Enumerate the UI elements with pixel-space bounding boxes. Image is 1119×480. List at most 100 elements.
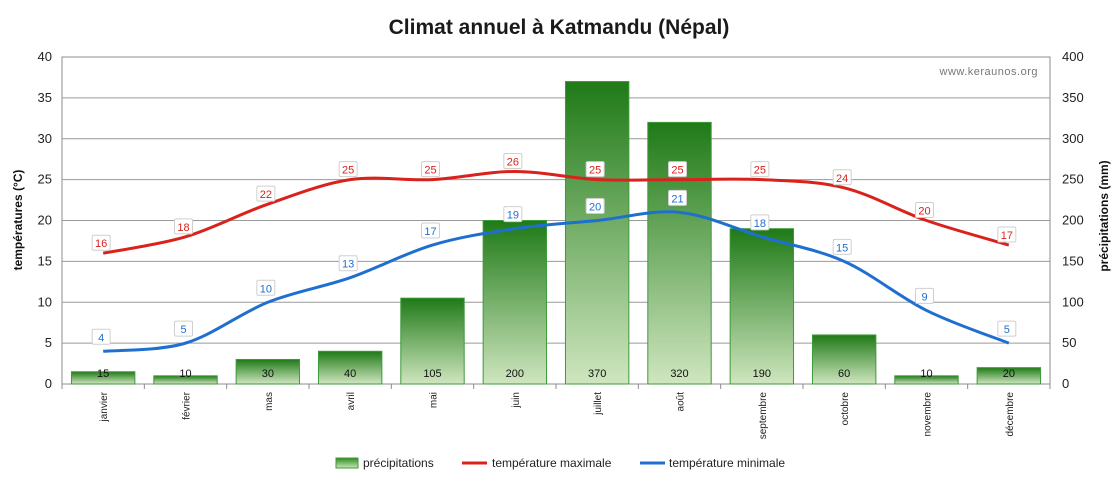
min-temperature-line <box>103 210 1010 353</box>
max-temp-label-text: 26 <box>507 156 519 168</box>
max-temp-label-text: 17 <box>1001 230 1013 242</box>
right-tick-label: 50 <box>1062 335 1076 350</box>
month-label: novembre <box>923 392 934 437</box>
min-temp-label: 9 <box>915 287 934 304</box>
left-tick-label: 5 <box>45 335 52 350</box>
min-temp-label: 10 <box>256 279 276 296</box>
min-temp-label-box <box>91 328 111 345</box>
min-temp-label-box <box>832 238 852 255</box>
legend-precipitation-label: précipitations <box>363 456 434 470</box>
max-temp-label-text: 25 <box>589 165 601 177</box>
precipitation-value-label: 105 <box>423 368 441 380</box>
month-label: juin <box>511 392 522 409</box>
min-temp-label-text: 9 <box>921 291 927 303</box>
max-temp-label: 17 <box>997 226 1017 243</box>
gridlines <box>62 97 1050 344</box>
legend-max-label: température maximale <box>492 456 612 470</box>
month-label: mai <box>429 392 440 408</box>
min-temp-label: 13 <box>338 255 358 272</box>
max-temp-label: 25 <box>585 161 605 178</box>
month-labels: janvier février mas avril mai juin juillet août… <box>61 384 1051 439</box>
min-temp-label: 4 <box>91 328 111 345</box>
legend: précipitations température maximale tempér… <box>335 456 785 470</box>
min-temp-label-text: 13 <box>342 259 354 271</box>
chart-title: Climat annuel à Katmandu (Népal) <box>389 16 730 39</box>
min-temp-label-text: 19 <box>507 210 519 222</box>
month-label: août <box>676 392 687 412</box>
right-tick-label: 200 <box>1062 213 1084 228</box>
max-temp-label-box <box>832 169 852 186</box>
max-temp-label-box <box>668 161 687 178</box>
right-tick-label: 300 <box>1062 131 1084 146</box>
max-temp-label: 25 <box>338 161 358 178</box>
left-tick-label: 10 <box>38 294 52 309</box>
max-temp-label-text: 18 <box>177 222 189 234</box>
month-label: décembre <box>1005 392 1016 437</box>
min-temp-label-text: 15 <box>836 242 848 254</box>
min-temp-label-text: 4 <box>98 332 104 344</box>
precipitation-bar <box>235 358 301 385</box>
max-temp-label: 25 <box>668 161 687 178</box>
precipitation-value-label: 320 <box>670 368 688 380</box>
precipitation-value-label: 15 <box>97 368 109 380</box>
right-tick-label: 250 <box>1062 172 1084 187</box>
max-temp-label-box <box>503 152 523 169</box>
max-temp-label-text: 25 <box>342 165 354 177</box>
left-tick-label: 0 <box>45 376 52 391</box>
precipitation-bar-labels: 15 10 30 40 105 200 370 320 190 60 10 20 <box>97 368 1015 380</box>
min-temp-label-box <box>668 189 687 206</box>
precipitation-bar <box>729 228 795 385</box>
left-tick-label: 30 <box>38 131 52 146</box>
precipitation-bar <box>564 81 630 385</box>
max-temp-label-box <box>421 161 440 178</box>
max-temp-label: 25 <box>750 161 770 178</box>
min-temp-label-box <box>585 198 605 214</box>
precipitation-value-label: 40 <box>344 368 356 380</box>
min-temp-label-box <box>174 320 193 337</box>
max-temp-label-box <box>256 185 276 202</box>
right-tick-label: 350 <box>1062 90 1084 105</box>
left-tick-label: 20 <box>38 213 52 228</box>
month-label: juillet <box>593 392 604 416</box>
right-axis-ticks: 0 50 100 150 200 250 300 350 400 <box>1062 49 1084 391</box>
max-temp-label-text: 16 <box>95 238 107 250</box>
right-tick-label: 150 <box>1062 253 1084 268</box>
right-axis-title: précipitations (mm) <box>1097 160 1111 271</box>
left-tick-label: 35 <box>38 90 52 105</box>
left-axis-ticks: 0 5 10 15 20 25 30 35 40 <box>38 49 52 391</box>
precipitation-bar <box>70 371 136 385</box>
min-temp-label: 20 <box>585 198 605 214</box>
max-temp-label-box <box>91 234 111 251</box>
precipitation-bar <box>482 220 548 385</box>
month-label: février <box>182 391 193 419</box>
legend-min-label: température minimale <box>669 456 785 470</box>
min-temp-label-text: 5 <box>180 324 186 336</box>
min-temp-label-text: 17 <box>424 226 436 238</box>
max-temp-label-box <box>174 218 193 235</box>
min-temp-label-text: 21 <box>671 193 683 205</box>
min-temp-label: 19 <box>503 206 523 223</box>
month-label: janvier <box>99 391 110 422</box>
max-temp-label-text: 25 <box>754 165 766 177</box>
min-temp-label-box <box>915 287 934 304</box>
max-temp-label: 16 <box>91 234 111 251</box>
max-temp-label-box <box>915 202 934 218</box>
precipitation-bar <box>894 375 959 385</box>
max-temp-label-text: 25 <box>424 165 436 177</box>
precipitation-bar <box>811 334 877 385</box>
max-temp-label-text: 22 <box>260 189 272 201</box>
left-tick-label: 25 <box>38 172 52 187</box>
min-temp-label: 5 <box>997 320 1017 337</box>
precipitation-bar <box>153 375 218 385</box>
max-temp-label-box <box>997 226 1017 243</box>
max-temp-label-box <box>338 161 358 178</box>
max-temp-label: 20 <box>915 202 934 218</box>
left-tick-label: 40 <box>38 49 52 64</box>
max-temp-label: 26 <box>503 152 523 169</box>
min-temp-label-box <box>421 222 440 239</box>
max-temp-label: 24 <box>832 169 852 186</box>
min-temp-label-text: 10 <box>260 283 272 295</box>
min-temp-label: 17 <box>421 222 440 239</box>
left-tick-label: 15 <box>38 253 52 268</box>
